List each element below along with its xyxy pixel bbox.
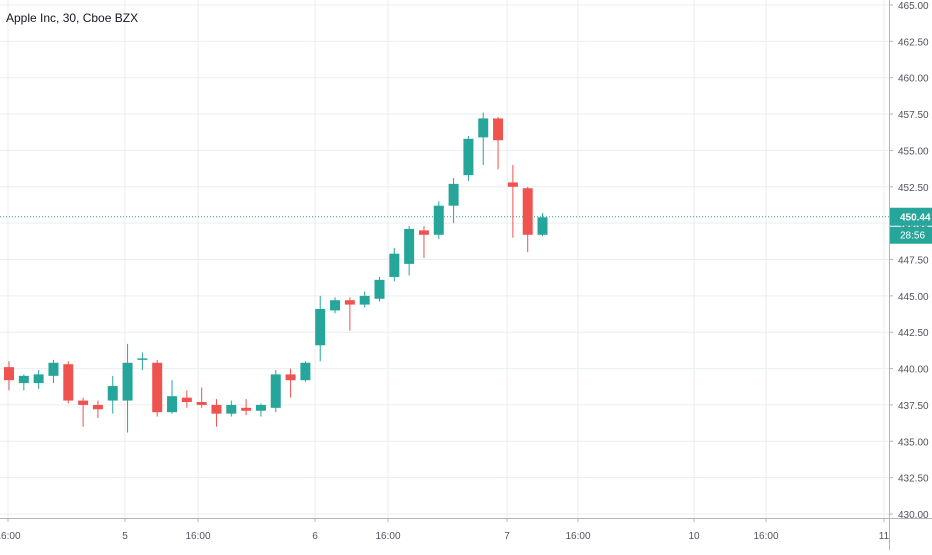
candle-body [137,358,148,360]
x-tick-label: 5 [122,531,128,542]
candle-body [78,400,89,405]
y-tick-label: 457.50 [898,110,929,121]
candle-body [181,397,192,403]
candle-layer [4,112,548,433]
grid-layer [0,0,889,518]
candle-body [63,364,74,401]
last-price-badge [890,207,932,226]
candle-body [463,138,474,176]
y-tick-label: 437.50 [898,401,929,412]
x-tick-label: 11 [879,531,890,542]
candle-body [389,253,400,277]
candle-body [359,295,370,305]
candle-body [315,308,326,346]
candle-body [211,404,222,414]
y-tick-label: 465.00 [898,1,929,12]
y-tick-label: 432.50 [898,474,929,485]
candle-body [374,279,385,299]
x-tick-label: 7 [504,531,510,542]
x-tick-label: 10 [688,531,700,542]
x-tick-label: 16:00 [185,531,210,542]
candle-body [196,402,207,405]
countdown-label: 28:56 [900,231,925,242]
candle-body [344,300,355,305]
countdown-badge [890,226,932,244]
candle-body [300,362,311,381]
candle-body [330,300,341,311]
candle-body [270,374,281,408]
candle-body [226,404,237,414]
candle-body [404,228,415,264]
candle-body [48,362,59,376]
chart-title: Apple Inc, 30, Cboe BZX [6,11,139,25]
candle-body [241,407,252,411]
x-tick-label: 16:00 [375,531,400,542]
candle-body [537,217,548,235]
candle-body [92,404,103,410]
candle-body [285,374,296,381]
x-tick-label: 16:00 [0,531,21,542]
y-tick-label: 447.50 [898,256,929,267]
y-tick-label: 445.00 [898,292,929,303]
candle-body [122,362,133,401]
y-tick-label: 440.00 [898,365,929,376]
x-tick-label: 16:00 [565,531,590,542]
y-tick-label: 460.00 [898,74,929,85]
candle-body [167,396,178,413]
x-tick-label: 16:00 [753,531,778,542]
candle-body [522,188,533,235]
candle-body [4,367,14,381]
candle-body [107,386,118,401]
candle-body [152,362,163,413]
y-tick-label: 442.50 [898,328,929,339]
candle-body [478,118,489,138]
last-price-label: 450.44 [900,213,931,224]
y-tick-label: 430.00 [898,510,929,521]
y-tick-label: 455.00 [898,146,929,157]
candle-body [493,118,504,141]
candle-body [433,205,444,235]
x-tick-label: 6 [312,531,318,542]
y-tick-label: 462.50 [898,37,929,48]
candle-body [18,375,29,384]
y-tick-label: 452.50 [898,183,929,194]
candle-body [448,183,459,206]
candle-body [255,404,266,411]
y-tick-label: 435.00 [898,437,929,448]
candle-body [33,374,44,384]
candle-body [418,230,429,235]
candle-body [507,182,518,187]
